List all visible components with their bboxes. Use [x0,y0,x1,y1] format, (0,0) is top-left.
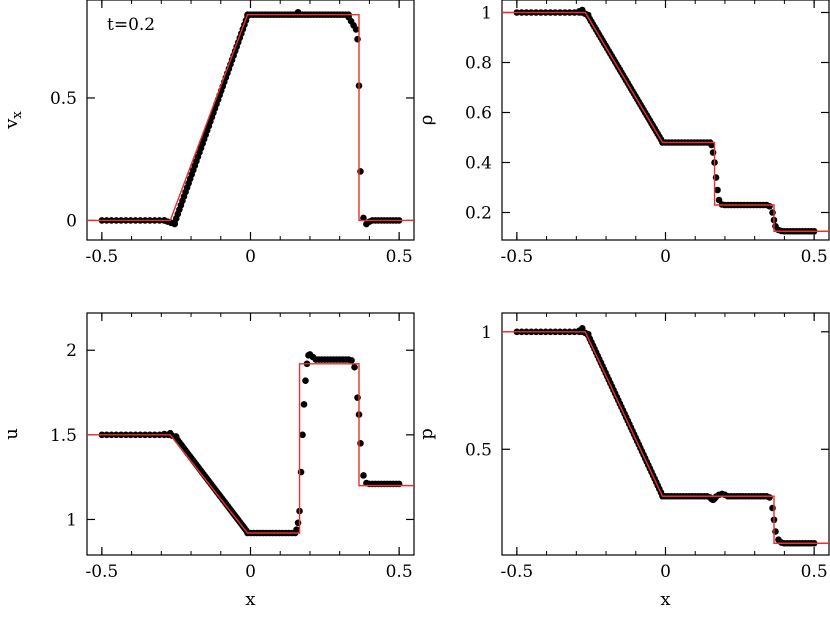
data-point [721,491,729,499]
data-point [769,209,776,216]
x-axis-label: x [245,589,255,610]
x-tick-label: 0.5 [801,562,828,582]
y-tick-label: 0.6 [465,104,492,124]
data-point [348,357,355,364]
data-point [769,504,776,512]
x-tick-label: 0 [245,562,256,582]
data-point [578,6,586,14]
exact-solution-line [502,331,829,544]
numerical-series [513,324,818,547]
data-point [360,472,367,479]
data-point [778,539,785,546]
y-tick-label: 0.4 [465,154,492,174]
y-axis-label: ρ [416,115,437,126]
data-point [294,8,302,16]
data-point [354,35,361,43]
data-point [714,186,721,194]
data-point [712,174,720,181]
panel-p: -0.5 0 0.5 0.5 1 p x [416,312,830,610]
x-tick-label: -0.5 [500,247,533,267]
x-tick-label: -0.5 [85,562,118,582]
data-point [708,141,715,149]
data-point [766,494,773,501]
data-point [357,440,364,447]
data-point [302,377,309,384]
data-point [294,519,302,527]
y-axis-label: u [1,428,22,440]
data-point [293,526,300,533]
data-point [360,214,367,222]
plot-frame [86,0,415,241]
numerical-series [98,8,403,228]
y-axis-label: vx [1,111,25,130]
y-tick-label: 2 [66,341,77,361]
x-tick-label: 0.5 [386,562,413,582]
data-point [766,202,773,210]
data-point [297,468,305,476]
exact-solution-line [502,11,829,232]
x-tick-label: 0 [660,247,671,267]
data-point [363,479,370,487]
x-tick-label: 0 [660,562,671,582]
x-tick-label: 0.5 [386,247,413,267]
data-point [300,401,308,408]
data-point [351,363,358,371]
y-tick-label: 1.5 [50,426,77,446]
plot-frame [501,0,830,241]
data-point [772,528,779,535]
data-point [352,26,360,33]
x-tick-label: 0 [245,247,256,267]
y-tick-label: 0.8 [465,54,492,74]
y-tick-label: 0.2 [465,204,492,224]
data-point [578,324,586,332]
y-tick-label: 0 [66,211,77,231]
numerical-series [513,6,818,235]
time-annotation: t=0.2 [107,15,155,35]
panel-rho: -0.5 0 0.5 0.2 0.4 0.6 0.8 1 ρ [416,0,830,267]
x-tick-label: 0.5 [801,247,828,267]
y-tick-label: 1 [481,4,492,24]
exact-solution-line [87,13,414,222]
data-point [299,431,306,439]
exact-solution-line [87,363,414,534]
panel-vx: -0.5 0 0.5 0 0.5 vx t=0.2 [1,0,415,267]
x-tick-label: -0.5 [500,562,533,582]
y-tick-label: 0.5 [50,89,77,109]
y-tick-label: 1 [481,323,492,343]
y-tick-label: 1 [66,510,77,530]
x-axis-label: x [660,589,670,610]
plot-frame [501,312,830,556]
y-tick-label: 0.5 [465,440,492,460]
data-point [709,149,717,156]
y-axis-label: p [416,428,437,440]
x-tick-label: -0.5 [85,247,118,267]
data-point [354,394,361,401]
panel-u: -0.5 0 0.5 1 1.5 2 u x [1,312,415,610]
numerical-series [98,351,403,537]
data-point [357,168,364,175]
data-point [309,353,317,361]
